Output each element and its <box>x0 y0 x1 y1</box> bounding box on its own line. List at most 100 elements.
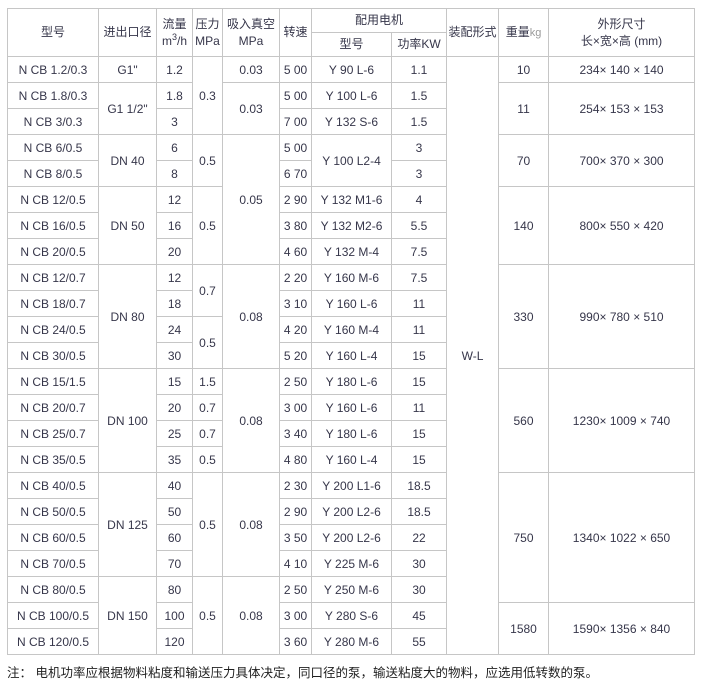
pressure-cell: 0.5 <box>192 576 223 655</box>
model-cell: N CB 20/0.5 <box>7 238 99 265</box>
col-header-inlet-diameter: 进出口径 <box>98 8 157 57</box>
inlet-diameter-cell: DN 100 <box>98 368 157 473</box>
motor-model-cell: Y 160 L-4 <box>311 446 392 473</box>
table-row: N CB 16/0.5 16 3 80 Y 132 M2-6 5.5 <box>7 212 695 239</box>
speed-cell: 6 70 <box>279 160 312 187</box>
col-header-pressure: 压力 MPa <box>192 8 223 57</box>
model-cell: N CB 1.8/0.3 <box>7 82 99 109</box>
inlet-diameter-cell: DN 50 <box>98 186 157 265</box>
flow-cell: 8 <box>156 160 193 187</box>
inlet-diameter-cell: DN 125 <box>98 472 157 577</box>
pressure-cell: 1.5 <box>192 368 223 395</box>
col-header-speed: 转速 <box>279 8 312 57</box>
weight-unit: kg <box>529 27 542 40</box>
speed-label: 转速 <box>283 25 308 40</box>
motor-model-cell: Y 100 L2-4 <box>311 134 392 187</box>
weight-cell: 560 <box>498 368 550 473</box>
motor-power-cell: 3 <box>390 160 448 187</box>
dimensions-cell: 234× 140 × 140 <box>548 56 696 83</box>
model-cell: N CB 12/0.5 <box>7 186 99 213</box>
motor-power-cell: 18.5 <box>390 472 448 499</box>
motor-model-cell: Y 250 M-6 <box>311 576 392 603</box>
table-row: N CB 12/0.7 DN 80 12 0.7 0.08 2 20 Y 160 M-6 7.… <box>7 264 696 369</box>
weight-title: 重量 <box>505 25 530 40</box>
table-row: N CB 12/0.5 DN 50 12 0.5 2 90 Y 132 M1-6 4 140 8… <box>7 186 696 265</box>
motor-power-cell: 18.5 <box>390 498 448 525</box>
col-header-inlet-label: 进出口径 <box>103 25 152 40</box>
vacuum-cell: 0.08 <box>222 368 280 473</box>
flow-cell: 16 <box>156 212 193 239</box>
speed-cell: 2 90 <box>279 498 312 525</box>
dimensions-cell: 700× 370 × 300 <box>548 134 696 187</box>
motor-power-cell: 15 <box>390 446 448 473</box>
model-cell: N CB 1.2/0.3 <box>7 56 99 83</box>
dimensions-cell: 1230× 1009 × 740 <box>548 368 696 473</box>
flow-cell: 60 <box>156 524 193 551</box>
col-header-assembly-form: 装配形式 <box>446 8 500 57</box>
motor-model-cell: Y 160 M-6 <box>311 264 392 291</box>
motor-model-cell: Y 160 L-4 <box>311 342 392 369</box>
motor-model-cell: Y 180 L-6 <box>311 368 392 395</box>
dimensions-cell: 990× 780 × 510 <box>548 264 696 369</box>
flow-cell: 35 <box>156 446 193 473</box>
speed-cell: 2 50 <box>279 368 312 395</box>
motor-model-cell: Y 200 L1-6 <box>311 472 392 499</box>
motor-power-cell: 1.5 <box>390 108 448 135</box>
motor-model-cell: Y 132 M2-6 <box>311 212 392 239</box>
motor-power-cell: 1.1 <box>390 56 448 83</box>
inlet-diameter-cell: G1 1/2" <box>98 82 157 135</box>
motor-model-cell: Y 132 M-4 <box>311 238 392 265</box>
motor-model-cell: Y 100 L-6 <box>311 82 392 109</box>
table-row: N CB 20/0.7 20 0.7 3 00 Y 160 L-6 11 <box>7 394 695 421</box>
speed-cell: 3 60 <box>279 628 312 655</box>
pressure-cell: 0.3 <box>192 56 223 135</box>
col-header-motor-group: 配用电机 <box>310 8 448 33</box>
motor-power-cell: 22 <box>390 524 448 551</box>
motor-model-cell: Y 200 L2-6 <box>311 524 392 551</box>
flow-unit: m3/h <box>161 32 188 49</box>
dims-title: 外形尺寸 <box>597 16 646 31</box>
speed-cell: 7 00 <box>279 108 312 135</box>
model-cell: N CB 40/0.5 <box>7 472 99 499</box>
header-row-sub: 型号 功率KW <box>8 32 695 57</box>
model-cell: N CB 18/0.7 <box>7 290 99 317</box>
motor-model-cell: Y 90 L-6 <box>311 56 392 83</box>
pressure-cell: 0.5 <box>192 472 223 577</box>
flow-cell: 1.2 <box>156 56 193 83</box>
flow-cell: 12 <box>156 264 193 291</box>
spec-table-header: 型号 进出口径 流量 m3/h 压力 MPa 吸入真空 MPa <box>7 8 696 57</box>
pressure-title: 压力 <box>195 16 220 31</box>
weight-cell: 750 <box>498 472 550 603</box>
motor-model-cell: Y 280 M-6 <box>311 628 392 655</box>
col-header-vacuum: 吸入真空 MPa <box>222 8 280 57</box>
model-cell: N CB 25/0.7 <box>7 420 99 447</box>
motor-power-cell: 11 <box>390 316 448 343</box>
speed-cell: 4 20 <box>279 316 312 343</box>
speed-cell: 3 40 <box>279 420 312 447</box>
motor-power-cell: 1.5 <box>390 82 448 109</box>
table-row: N CB 60/0.5 60 3 50 Y 200 L2-6 22 <box>7 524 695 551</box>
vacuum-cell: 0.08 <box>222 576 280 655</box>
pump-spec-table: 型号 进出口径 流量 m3/h 压力 MPa 吸入真空 MPa <box>7 8 696 655</box>
model-cell: N CB 12/0.7 <box>7 264 99 291</box>
motor-power-cell: 45 <box>390 602 448 629</box>
spec-table-body: N CB 1.2/0.3 G1" 1.2 0.3 0.03 5 00 Y 90 L-6 1.1… <box>7 56 696 655</box>
vacuum-cell: 0.03 <box>222 82 280 135</box>
dimensions-cell: 800× 550 × 420 <box>548 186 696 265</box>
vacuum-cell: 0.08 <box>222 264 280 369</box>
speed-cell: 5 00 <box>279 56 312 83</box>
motor-model-cell: Y 280 S-6 <box>311 602 392 629</box>
speed-cell: 2 30 <box>279 472 312 499</box>
flow-cell: 25 <box>156 420 193 447</box>
speed-cell: 3 00 <box>279 602 312 629</box>
speed-cell: 3 10 <box>279 290 312 317</box>
speed-cell: 3 50 <box>279 524 312 551</box>
model-cell: N CB 3/0.3 <box>7 108 99 135</box>
flow-cell: 70 <box>156 550 193 577</box>
table-row: N CB 120/0.5 120 3 60 Y 280 M-6 55 <box>7 628 695 655</box>
motor-power-cell: 30 <box>390 550 448 577</box>
col-header-model: 型号 <box>7 8 99 57</box>
model-cell: N CB 24/0.5 <box>7 316 99 343</box>
speed-cell: 5 00 <box>279 134 312 161</box>
flow-cell: 120 <box>156 628 193 655</box>
